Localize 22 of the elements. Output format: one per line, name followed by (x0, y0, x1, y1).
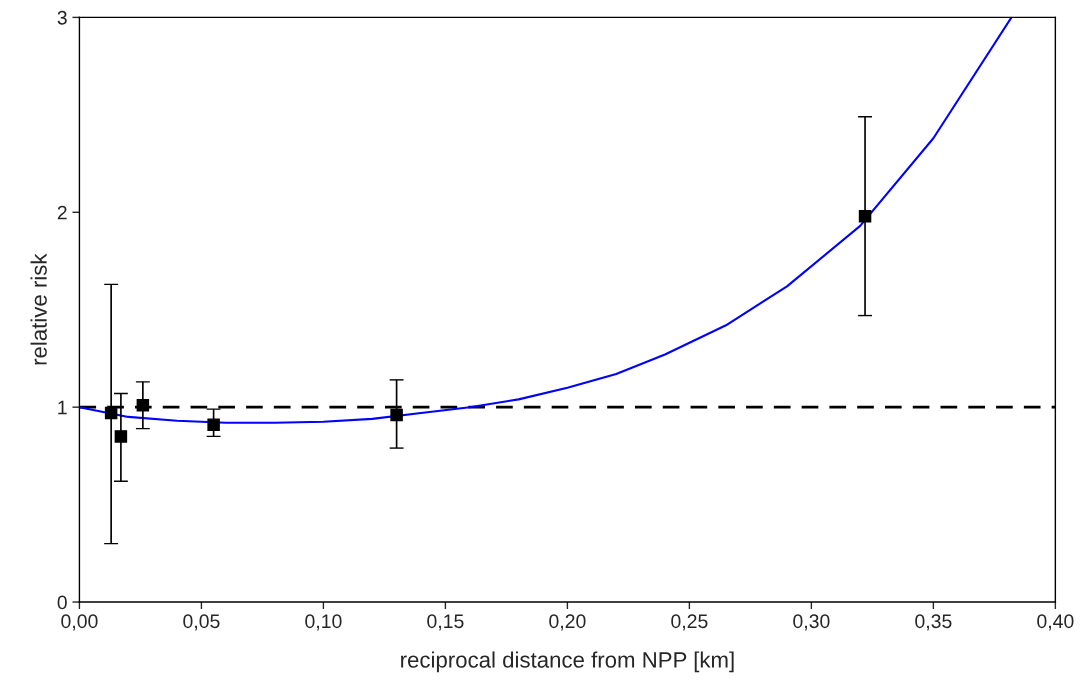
x-axis-title: reciprocal distance from NPP [km] (401, 651, 734, 673)
x-tick-label: 0,35 (915, 614, 952, 631)
x-tick-label: 0,25 (671, 614, 708, 631)
x-tick-label: 0,05 (183, 614, 220, 631)
x-tick-label: 0,15 (427, 614, 464, 631)
x-tick-label: 0,00 (61, 614, 98, 631)
point (858, 209, 872, 223)
point (390, 408, 403, 422)
point (136, 398, 150, 412)
x-tick-label: 0,20 (549, 614, 586, 631)
x-tick-label: 0,30 (793, 614, 830, 631)
y-tick-label: 2 (57, 205, 67, 220)
point (207, 418, 220, 431)
y-tick-label: 0 (57, 595, 67, 610)
point (114, 430, 128, 443)
point (104, 406, 118, 420)
x-tick-label: 0,40 (1037, 614, 1074, 631)
y-axis-title: relative risk (30, 253, 47, 365)
y-tick-label: 1 (58, 400, 67, 415)
y-tick-label: 3 (57, 10, 67, 25)
x-tick-label: 0,10 (305, 614, 342, 631)
line-series (79, 17, 1013, 424)
